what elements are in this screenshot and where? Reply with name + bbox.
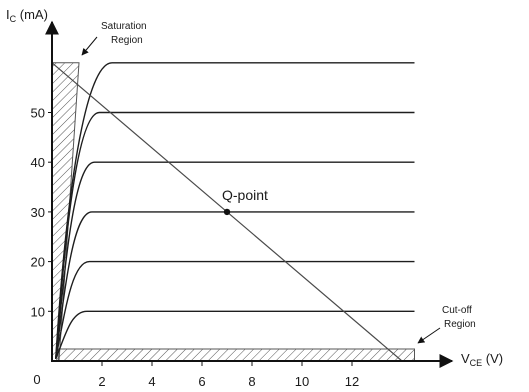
cutoff-label-line2: Region (444, 319, 476, 330)
characteristic-curve (55, 161, 415, 360)
saturation-pointer-arrow (81, 36, 98, 56)
characteristic-curve (55, 260, 415, 360)
q-point-label: Q-point (222, 187, 268, 203)
x-tick-label: 4 (148, 374, 155, 389)
q-point-marker (223, 208, 231, 216)
y-tick-label: 30 (31, 205, 45, 220)
x-axis-label: VCE (V) (461, 351, 503, 368)
saturation-label-line1: Saturation (101, 21, 147, 32)
x-tick-label: 8 (248, 374, 255, 389)
y-axis-ticks: 10 20 30 40 50 (31, 106, 52, 319)
saturation-label-line2: Region (111, 35, 143, 46)
characteristic-curve (55, 310, 415, 360)
y-tick-label: 10 (31, 304, 45, 319)
y-axis-label: IC (mA) (6, 7, 48, 24)
characteristic-curves (55, 62, 415, 360)
y-tick-label: 50 (31, 106, 45, 121)
cutoff-region-hatch (57, 348, 415, 362)
x-tick-label: 2 (98, 374, 105, 389)
characteristic-curve (55, 211, 415, 360)
cutoff-pointer-arrow (417, 327, 441, 344)
y-tick-label: 20 (31, 255, 45, 270)
cutoff-label-line1: Cut-off (442, 305, 472, 316)
x-axis-ticks: 2 4 6 8 10 12 (98, 361, 359, 389)
y-tick-label: 40 (31, 155, 45, 170)
origin-label: 0 (33, 372, 40, 387)
x-tick-label: 10 (295, 374, 309, 389)
characteristic-curve (55, 62, 415, 360)
characteristic-curve (55, 111, 415, 360)
x-tick-label: 6 (198, 374, 205, 389)
x-tick-label: 12 (345, 374, 359, 389)
